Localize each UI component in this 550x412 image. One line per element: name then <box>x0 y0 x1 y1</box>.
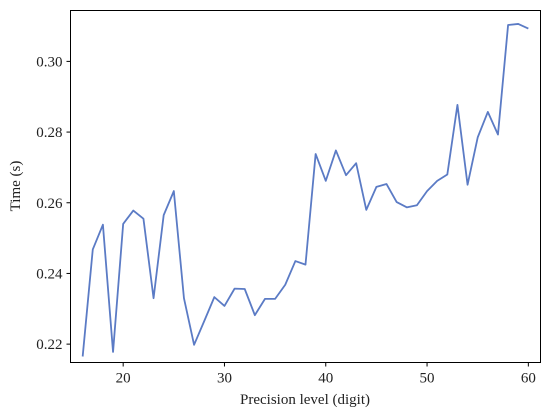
plot-frame <box>70 10 541 363</box>
y-tick-label: 0.28 <box>36 125 62 141</box>
y-tick-label: 0.26 <box>36 196 63 212</box>
plot-series <box>81 23 529 357</box>
x-tick-label: 20 <box>116 371 131 387</box>
x-tick-label: 60 <box>521 371 536 387</box>
y-axis-title: Time (s) <box>8 161 24 212</box>
y-tick-label: 0.24 <box>36 266 63 282</box>
x-axis-title: Precision level (digit) <box>240 392 370 408</box>
y-axis: 0.22 0.24 0.26 0.28 0.30 <box>36 54 71 353</box>
x-axis: 20 30 40 50 60 <box>116 362 536 387</box>
y-tick-label: 0.30 <box>36 54 62 70</box>
y-tick-label: 0.22 <box>36 337 62 353</box>
series-line <box>81 23 529 357</box>
x-tick-label: 40 <box>318 371 333 387</box>
x-tick-label: 50 <box>420 371 435 387</box>
x-tick-label: 30 <box>217 371 232 387</box>
